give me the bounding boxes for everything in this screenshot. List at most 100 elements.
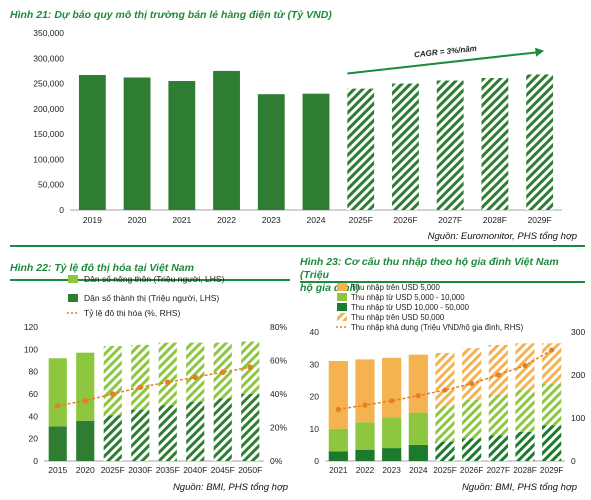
chart23-income-point	[469, 381, 475, 387]
chart21-cagr-arrow	[347, 51, 539, 75]
chart22-yleft-label: 40	[29, 411, 39, 421]
chart23-bar-10k-50k	[355, 449, 375, 461]
chart23-bar-5k-10k	[462, 399, 482, 439]
chart22-bar-urban	[158, 405, 177, 461]
chart23-income-line	[338, 349, 553, 411]
chart23-bar-10k-50k	[542, 425, 562, 461]
chart23-legend-label: Thu nhập trên USD 5,000	[351, 283, 441, 292]
chart23-xtick-label: 2024	[409, 465, 428, 475]
chart22-rate-point	[219, 369, 226, 376]
chart23-bar-10k-50k	[328, 451, 348, 461]
chart23-bar-5k-10k	[515, 390, 535, 432]
chart21-ytick-label: 250,000	[33, 79, 64, 89]
chart23-legend-label: Thu nhập từ USD 10,000 - 50,000	[351, 303, 470, 312]
chart23-bar-5k-10k	[382, 417, 402, 449]
chart23-bar-10k-50k	[382, 448, 402, 461]
chart21-bar	[347, 88, 375, 210]
chart22-xtick-label: 2050F	[238, 465, 262, 475]
chart23-xtick-label: 2027F	[487, 465, 511, 475]
chart23-yright-label: 300	[571, 327, 585, 337]
chart22-xtick-label: 2015	[48, 465, 67, 475]
chart23-legend-swatch	[337, 293, 347, 301]
chart21-xtick-label: 2026F	[393, 215, 417, 225]
chart22-xtick-label: 2035F	[156, 465, 180, 475]
chart21-bar	[213, 70, 240, 210]
chart23-title-rule	[300, 281, 585, 283]
chart23-bar-5k-10k	[355, 422, 375, 450]
chart23-bar-below-5k	[435, 352, 455, 407]
chart22-bar-urban	[103, 415, 122, 461]
chart21-ytick-label: 150,000	[33, 129, 64, 139]
chart21-cagr-arrowhead	[535, 47, 545, 57]
chart23-income-point	[442, 387, 448, 393]
chart23-bar-below-5k	[462, 348, 482, 400]
chart23-bar-5k-10k	[435, 406, 455, 442]
chart21-ytick-label: 350,000	[33, 28, 64, 38]
chart21-ytick-label: 300,000	[33, 53, 64, 63]
chart21-xtick-label: 2029F	[528, 215, 552, 225]
chart22-bar-urban	[131, 409, 150, 461]
chart22-yleft-label: 100	[24, 344, 38, 354]
chart21-bar	[481, 78, 509, 210]
chart21-bar	[302, 93, 330, 210]
chart22-bar-rural	[76, 352, 95, 421]
chart21-xtick-label: 2019	[83, 215, 102, 225]
chart23-bar-below-5k	[488, 344, 508, 395]
chart21-divider	[10, 245, 585, 247]
chart22-legend-swatch	[68, 294, 78, 302]
chart21-bar	[257, 94, 285, 210]
chart21-xtick-label: 2020	[128, 215, 147, 225]
chart22-bar-rural	[131, 344, 150, 410]
chart23-xtick-label: 2028F	[513, 465, 537, 475]
chart21-bar	[526, 74, 554, 211]
chart21-bar	[436, 80, 464, 210]
chart22-bar-rural	[158, 342, 177, 406]
chart23-income-point	[389, 398, 395, 404]
chart22-xtick-label: 2020	[76, 465, 95, 475]
chart22-legend-label: Dân số nông thôn (Triệu người, LHS)	[84, 274, 225, 284]
chart21-bar	[123, 77, 151, 210]
chart21: 0 50,000 100,000 150,000 200,000 250,000 300,0…	[33, 28, 562, 225]
chart21-ytick-label: 0	[59, 205, 64, 215]
chart22-legend-label: Dân số thành thị (Triệu người, LHS)	[84, 293, 219, 303]
chart23-legend-label: Thu nhập trên USD 50,000	[351, 313, 445, 322]
chart21-xtick-label: 2024	[307, 215, 326, 225]
chart23-bar-10k-50k	[462, 438, 482, 461]
chart22-yleft-label: 0	[33, 456, 38, 466]
chart21-ytick-label: 50,000	[38, 180, 64, 190]
chart23-yright-label: 0	[571, 456, 576, 466]
chart21-xtick-label: 2025F	[349, 215, 373, 225]
chart21-xtick-label: 2027F	[438, 215, 462, 225]
chart23-title-line1: Hình 23: Cơ cấu thu nhập theo hộ gia đìn…	[300, 256, 559, 281]
chart22-rate-line	[57, 366, 251, 407]
chart22-yleft-label: 60	[29, 389, 39, 399]
chart22-bar-urban	[186, 401, 205, 461]
chart23-bar-10k-50k	[488, 435, 508, 461]
chart23-legend-label: Thu nhập khả dụng (Triệu VND/hộ gia đình…	[351, 323, 524, 332]
chart23-income-point	[362, 402, 368, 408]
chart22-yright-label: 80%	[270, 322, 287, 332]
chart22-rate-point	[82, 397, 89, 404]
chart22-bar-urban	[48, 426, 67, 461]
chart21-xtick-label: 2021	[172, 215, 191, 225]
chart22-yleft-label: 20	[29, 434, 39, 444]
chart23-income-point	[522, 362, 528, 369]
chart23-income-point	[415, 393, 421, 399]
chart23-legend-swatch	[337, 303, 347, 311]
chart23-bar-5k-10k	[328, 428, 348, 452]
chart22-yleft-label: 80	[29, 367, 39, 377]
chart22-bar-rural	[103, 345, 122, 416]
chart23-yleft-label: 20	[310, 392, 320, 402]
chart23-yright-label: 200	[571, 370, 585, 380]
chart23-source: Nguồn: BMI, PHS tổng hợp	[461, 482, 577, 493]
chart21-xtick-label: 2023	[262, 215, 281, 225]
chart22-yright-label: 0%	[270, 456, 283, 466]
chart22-title: Hình 22: Tỷ lệ đô thị hóa tại Việt Nam	[10, 262, 194, 274]
chart22-bar-urban	[241, 394, 260, 461]
chart23-income-point	[549, 347, 555, 353]
chart22-bar-urban	[213, 398, 232, 461]
chart23-xtick-label: 2029F	[540, 465, 564, 475]
chart22-bar-rural	[186, 342, 205, 402]
chart23-bar-below-5k	[382, 357, 402, 418]
chart23-xtick-label: 2021	[329, 465, 348, 475]
